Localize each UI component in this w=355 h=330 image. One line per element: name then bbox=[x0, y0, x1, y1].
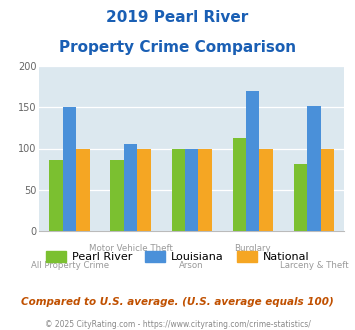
Bar bbox=[76, 148, 90, 231]
Bar bbox=[63, 107, 76, 231]
Text: Property Crime Comparison: Property Crime Comparison bbox=[59, 40, 296, 54]
Text: 2019 Pearl River: 2019 Pearl River bbox=[106, 10, 248, 25]
Legend: Pearl River, Louisiana, National: Pearl River, Louisiana, National bbox=[42, 247, 313, 267]
Bar bbox=[233, 138, 246, 231]
Bar bbox=[137, 148, 151, 231]
Bar bbox=[124, 145, 137, 231]
Bar bbox=[198, 148, 212, 231]
Text: Motor Vehicle Theft: Motor Vehicle Theft bbox=[89, 244, 173, 253]
Bar bbox=[110, 160, 124, 231]
Bar bbox=[246, 91, 260, 231]
Bar bbox=[260, 148, 273, 231]
Bar bbox=[185, 148, 198, 231]
Bar bbox=[321, 148, 334, 231]
Text: © 2025 CityRating.com - https://www.cityrating.com/crime-statistics/: © 2025 CityRating.com - https://www.city… bbox=[45, 320, 310, 329]
Text: Arson: Arson bbox=[179, 261, 204, 270]
Text: All Property Crime: All Property Crime bbox=[31, 261, 109, 270]
Bar bbox=[49, 160, 63, 231]
Text: Burglary: Burglary bbox=[234, 244, 271, 253]
Bar bbox=[294, 164, 307, 231]
Text: Compared to U.S. average. (U.S. average equals 100): Compared to U.S. average. (U.S. average … bbox=[21, 297, 334, 307]
Bar bbox=[307, 106, 321, 231]
Bar bbox=[171, 148, 185, 231]
Text: Larceny & Theft: Larceny & Theft bbox=[279, 261, 348, 270]
